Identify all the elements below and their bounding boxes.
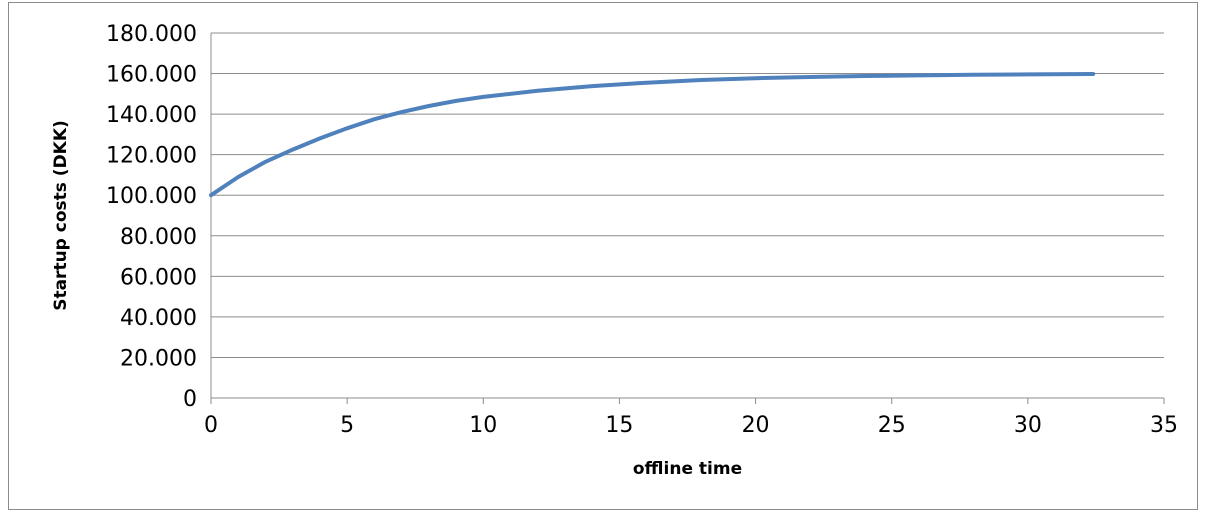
y-tick-label: 80.000 (120, 225, 197, 250)
y-tick-label: 0 (183, 387, 197, 412)
y-tick-label: 140.000 (106, 103, 197, 128)
x-axis-title: offline time (633, 459, 742, 479)
y-tick-label: 60.000 (120, 265, 197, 290)
axis-layer (210, 33, 1165, 404)
x-tick-label: 20 (742, 413, 770, 438)
y-tick-label: 100.000 (106, 184, 197, 209)
y-axis-title: Startup costs (DKK) (51, 120, 71, 311)
series-layer (209, 72, 1096, 198)
y-tick-label: 160.000 (106, 63, 197, 88)
y-tick-label: 40.000 (120, 306, 197, 331)
x-tick-label: 5 (340, 413, 354, 438)
y-tick-label: 120.000 (106, 144, 197, 169)
x-tick-label: 0 (204, 413, 218, 438)
x-tick-label: 25 (878, 413, 906, 438)
series-line (209, 72, 1096, 198)
x-tick-label: 30 (1014, 413, 1042, 438)
tick-labels: 0 20.000 40.000 60.000 80.000 100.000 120.000 1… (106, 22, 1178, 438)
y-tick-label: 180.000 (106, 22, 197, 47)
y-tick-label: 20.000 (120, 346, 197, 371)
x-tick-label: 35 (1150, 413, 1178, 438)
grid-layer (211, 32, 1164, 358)
x-tick-label: 15 (605, 413, 633, 438)
x-tick-label: 10 (469, 413, 497, 438)
